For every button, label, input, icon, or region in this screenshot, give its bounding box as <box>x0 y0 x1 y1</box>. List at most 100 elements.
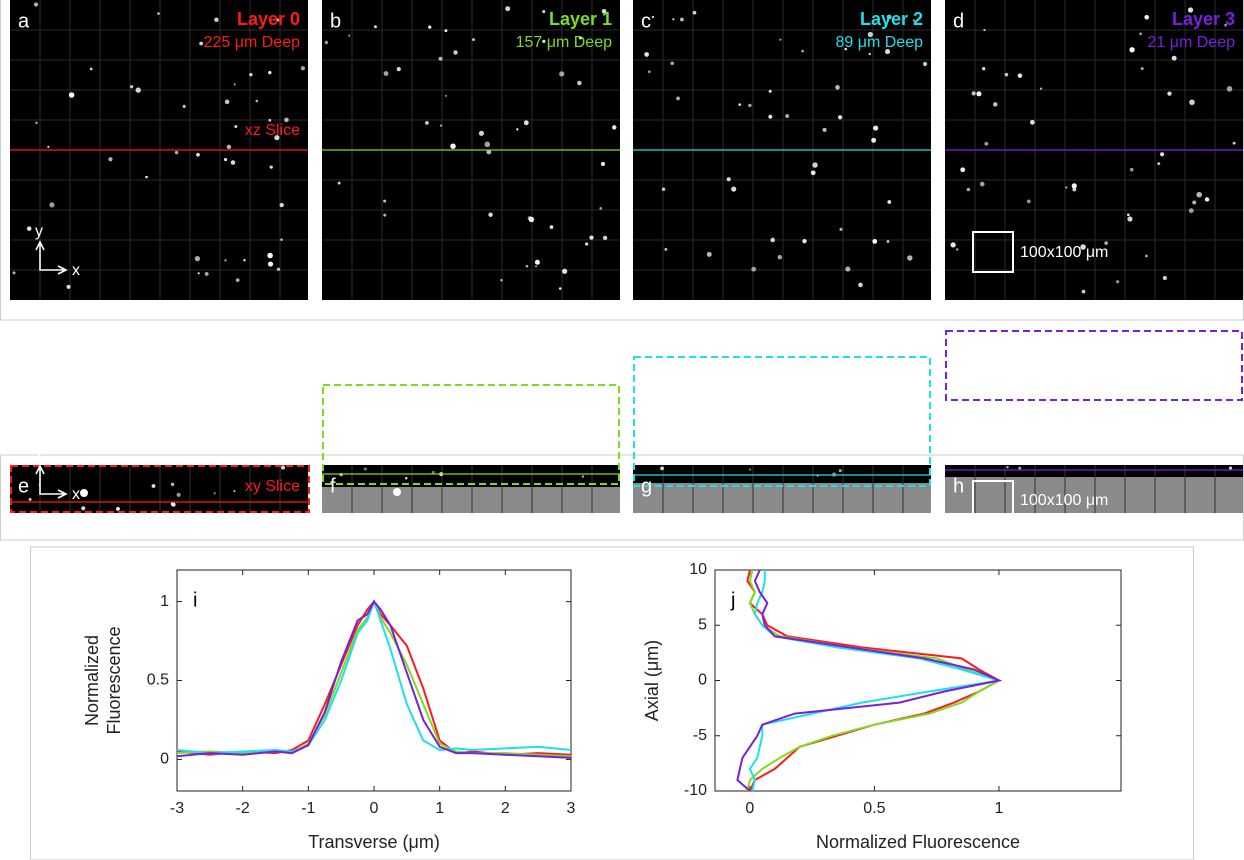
bead <box>1080 244 1086 250</box>
bead <box>268 118 272 122</box>
bead <box>726 177 731 182</box>
bead <box>738 103 742 106</box>
bead <box>600 161 606 167</box>
x-tick-label: 0.5 <box>863 800 885 817</box>
bead <box>81 506 86 511</box>
bead <box>194 256 201 262</box>
bead <box>68 92 75 98</box>
y-tick-label: -5 <box>693 727 707 744</box>
bead <box>324 40 329 45</box>
bead <box>922 61 928 67</box>
bead <box>599 207 603 210</box>
scale-box <box>972 231 1014 273</box>
bead <box>956 248 959 251</box>
bead <box>33 2 39 7</box>
bead <box>1140 67 1144 71</box>
bead <box>275 18 280 22</box>
bead <box>984 141 989 146</box>
bead <box>1144 15 1149 20</box>
bead <box>549 225 554 229</box>
bead <box>647 70 651 74</box>
bead <box>1167 91 1172 96</box>
bead <box>966 187 971 192</box>
bead <box>66 284 71 289</box>
bead <box>1127 213 1130 217</box>
bead <box>484 141 491 148</box>
bead <box>80 489 88 497</box>
xz-image <box>945 465 1243 477</box>
bead <box>444 29 448 33</box>
bead <box>612 125 617 130</box>
y-tick-label: 10 <box>689 561 707 578</box>
series-line <box>736 569 1003 792</box>
y-tick-label: 5 <box>698 616 707 633</box>
bead <box>226 144 232 150</box>
bead <box>1157 162 1161 166</box>
bead <box>472 38 475 42</box>
bead <box>267 261 274 267</box>
bead <box>1039 87 1043 90</box>
bead <box>578 36 582 40</box>
bead <box>12 271 16 275</box>
bead <box>577 80 582 86</box>
bead <box>886 14 892 20</box>
bead <box>89 67 93 71</box>
bead <box>300 66 306 71</box>
bead <box>214 17 219 22</box>
bead <box>785 114 790 118</box>
bead <box>912 19 916 22</box>
xz-image <box>10 465 308 513</box>
axis-letter: y <box>35 223 43 240</box>
bead <box>157 12 160 15</box>
bead <box>35 121 38 125</box>
bead <box>558 287 562 290</box>
bead <box>810 170 816 176</box>
bead <box>835 85 840 90</box>
bead <box>907 255 913 261</box>
bead <box>243 259 246 262</box>
bead <box>249 72 253 77</box>
bead <box>844 47 847 51</box>
bead <box>453 50 458 55</box>
bead <box>971 91 976 96</box>
y-tick-label: 1 <box>160 593 169 610</box>
bead <box>478 130 484 136</box>
bead <box>176 492 181 497</box>
xz-image <box>322 465 620 487</box>
bead <box>768 89 772 93</box>
panel-letter: i <box>193 589 197 611</box>
xz-image <box>633 465 931 483</box>
bead <box>993 102 998 107</box>
layer-label: Layer 1 <box>549 9 612 29</box>
bead <box>982 67 986 71</box>
bead <box>1159 152 1165 157</box>
bead <box>838 115 843 120</box>
bead <box>505 6 511 12</box>
bead <box>950 242 956 248</box>
bead <box>542 10 546 14</box>
bead <box>425 120 429 125</box>
bead <box>500 278 503 282</box>
bead <box>672 18 675 21</box>
bead <box>224 259 227 262</box>
bead <box>135 87 141 93</box>
bead <box>1081 289 1086 294</box>
bead <box>49 202 55 208</box>
bead <box>233 490 236 493</box>
bead <box>145 175 148 179</box>
bead <box>839 227 843 231</box>
bead <box>1188 208 1194 214</box>
panel-letter: g <box>641 475 652 497</box>
bead <box>1026 199 1031 204</box>
bead <box>845 266 851 272</box>
x-tick-label: -3 <box>170 800 184 817</box>
bead <box>47 145 50 148</box>
bead <box>676 96 680 101</box>
bead <box>812 162 818 168</box>
layer-box <box>10 465 310 513</box>
bead <box>777 254 783 260</box>
x-tick-label: 0 <box>370 800 379 817</box>
bead <box>516 128 519 131</box>
bead <box>268 70 272 75</box>
